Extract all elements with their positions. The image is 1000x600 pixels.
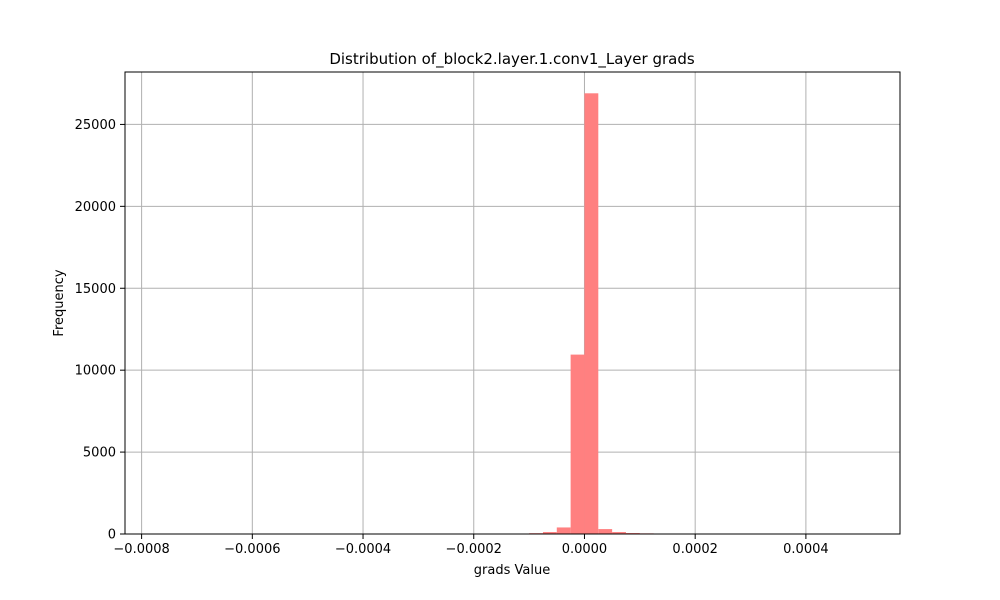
histogram-bar-5 xyxy=(570,354,585,534)
y-tick-label-5: 25000 xyxy=(75,118,116,133)
y-tick-label-2: 10000 xyxy=(75,364,116,379)
y-tick-label-1: 5000 xyxy=(83,446,116,461)
histogram-bar-3 xyxy=(542,532,557,534)
grid-layer xyxy=(125,72,900,535)
histogram-bar-6 xyxy=(584,93,599,534)
y-axis-label: Frequency xyxy=(52,269,67,336)
x-axis-label: grads Value xyxy=(474,563,550,578)
y-tick-label-4: 20000 xyxy=(75,200,116,215)
x-tick-label-6: 0.0004 xyxy=(783,542,829,557)
x-tick-label-0: −0.0008 xyxy=(113,542,169,557)
ticks-layer: −0.0008 −0.0006 −0.0004 −0.0002 0.0000 0.0002… xyxy=(75,118,829,557)
bars-layer xyxy=(501,93,654,534)
y-tick-label-0: 0 xyxy=(108,528,116,543)
histogram-bar-4 xyxy=(556,527,571,534)
x-tick-label-1: −0.0006 xyxy=(224,542,280,557)
chart-title: Distribution of_block2.layer.1.conv1_Lay… xyxy=(329,50,695,69)
x-tick-label-3: −0.0002 xyxy=(446,542,502,557)
histogram-bar-8 xyxy=(612,532,626,534)
y-tick-label-3: 15000 xyxy=(75,282,116,297)
plot-frame xyxy=(124,71,901,535)
x-tick-label-2: −0.0004 xyxy=(335,542,391,557)
x-tick-label-4: 0.0000 xyxy=(562,542,608,557)
x-tick-label-5: 0.0002 xyxy=(672,542,718,557)
histogram-bar-7 xyxy=(598,529,613,534)
